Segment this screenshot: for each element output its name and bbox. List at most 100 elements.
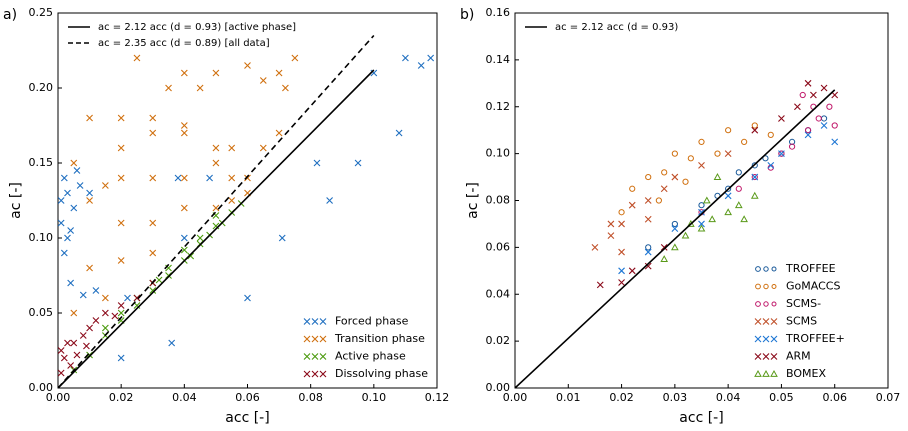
x-tick-label: 0.06 [822, 391, 847, 404]
fit-line [514, 89, 836, 389]
marker [228, 144, 236, 152]
marker [645, 244, 652, 251]
marker [326, 197, 334, 204]
marker [629, 185, 636, 192]
series [57, 54, 435, 362]
marker [57, 219, 65, 227]
marker [244, 294, 251, 302]
y-tick-label: 0.14 [486, 53, 511, 66]
marker [101, 294, 109, 302]
x-tick-label: 0.12 [425, 391, 450, 404]
marker [101, 324, 109, 332]
marker [427, 54, 435, 62]
marker [117, 309, 125, 317]
series [618, 122, 774, 216]
marker [212, 159, 220, 167]
legend-marker [763, 266, 769, 272]
marker [687, 155, 694, 162]
series [645, 115, 828, 251]
legend-marker [762, 335, 770, 343]
legend-marker [754, 335, 762, 343]
legend-marker [770, 335, 778, 343]
marker [117, 257, 125, 264]
y-tick-label: 0.08 [486, 194, 511, 207]
marker [275, 129, 283, 137]
legend-marker [311, 353, 319, 360]
marker [86, 324, 93, 332]
legend-marker [755, 283, 761, 290]
x-tick-label: 0.00 [46, 391, 71, 404]
legend-marker [303, 370, 311, 378]
marker [788, 138, 796, 146]
marker [751, 162, 758, 169]
marker [618, 279, 625, 286]
marker [67, 279, 75, 287]
marker [645, 173, 652, 181]
x-tick-label: 0.01 [556, 391, 581, 404]
legend-marker [755, 301, 761, 307]
legend-marker [319, 370, 327, 378]
marker [751, 122, 758, 129]
x-tick-label: 0.02 [609, 391, 634, 404]
marker [799, 91, 806, 99]
marker [60, 249, 68, 257]
marker [698, 202, 705, 209]
y-tick-label: 0.02 [486, 334, 511, 347]
legend-marker [763, 283, 769, 290]
marker [596, 281, 604, 289]
marker [671, 150, 678, 157]
marker [228, 197, 236, 204]
marker [73, 351, 81, 359]
marker [417, 62, 425, 69]
x-axis-label: acc [-] [679, 410, 723, 426]
marker [101, 182, 109, 189]
marker [67, 227, 75, 234]
marker [740, 215, 748, 223]
legend-label: TROFFEE [785, 262, 836, 275]
marker [618, 220, 625, 228]
legend-marker [755, 266, 761, 272]
marker [165, 272, 172, 279]
marker [117, 354, 125, 362]
marker [767, 131, 774, 138]
marker [165, 84, 172, 92]
y-tick-label: 0.20 [29, 81, 54, 94]
marker [734, 201, 743, 209]
legend-label: TROFFEE+ [785, 332, 845, 345]
x-tick-label: 0.02 [109, 391, 134, 404]
marker [725, 127, 732, 134]
marker [70, 204, 78, 212]
marker [762, 155, 769, 162]
marker [174, 174, 182, 182]
marker [57, 197, 65, 204]
marker [92, 317, 100, 324]
marker [259, 144, 267, 152]
marker [751, 173, 759, 181]
panel-label: a) [3, 7, 17, 23]
marker [628, 201, 636, 209]
marker [831, 122, 838, 129]
marker [671, 220, 678, 228]
marker [57, 347, 65, 354]
marker [820, 84, 828, 92]
marker [187, 252, 195, 260]
marker [212, 204, 220, 212]
marker [60, 354, 68, 362]
legend-marker [762, 369, 770, 377]
marker [778, 115, 785, 122]
marker [354, 159, 362, 167]
marker [702, 196, 711, 204]
legend-marker [771, 266, 777, 272]
series [57, 279, 157, 377]
marker [607, 232, 615, 240]
y-tick-label: 0.00 [486, 381, 511, 394]
marker [682, 178, 689, 185]
marker [86, 351, 93, 359]
y-tick-label: 0.25 [29, 6, 54, 19]
marker [660, 185, 668, 193]
legend-marker [319, 353, 327, 360]
series [596, 79, 839, 289]
marker [724, 192, 732, 200]
fit-line [57, 34, 375, 389]
series [591, 150, 732, 256]
